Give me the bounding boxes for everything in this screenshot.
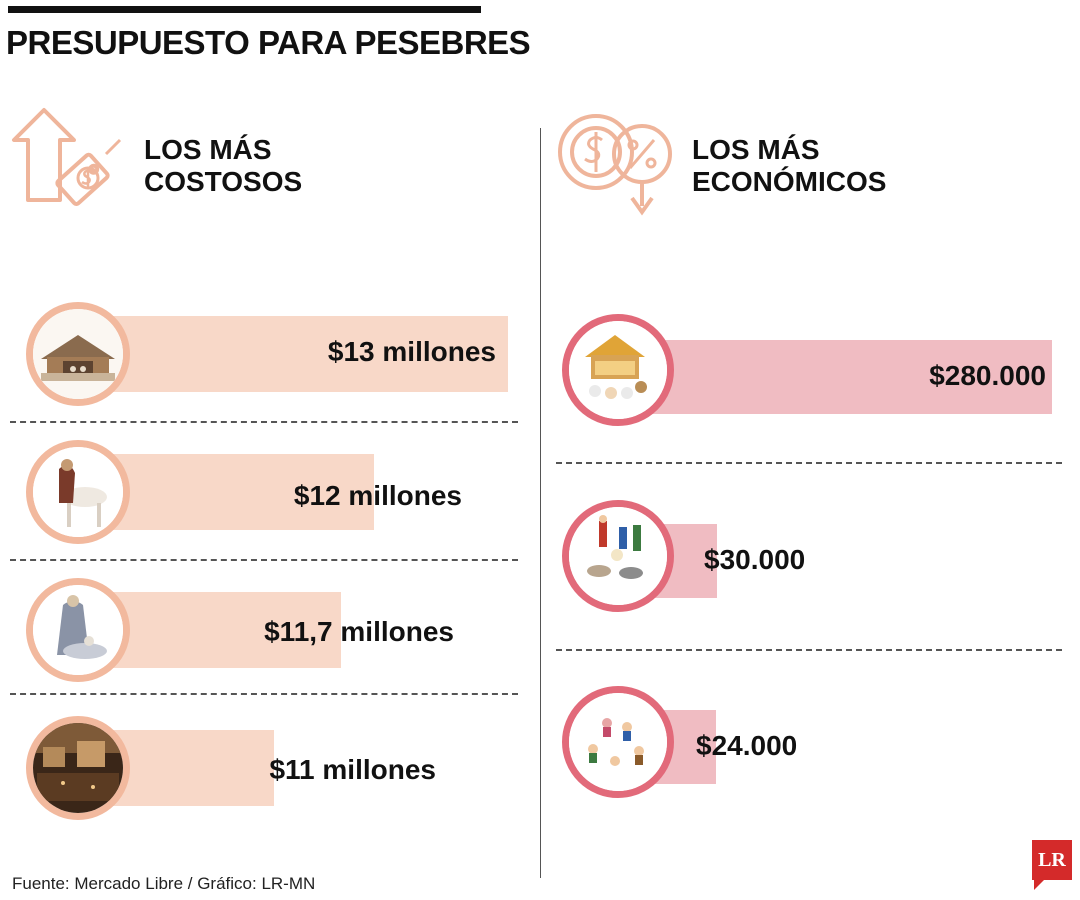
value-label: $12 millones [293, 480, 462, 511]
value-label: $30.000 [704, 544, 806, 575]
costly-heading: LOS MÁS COSTOSOS [144, 134, 303, 197]
nativity-scene-image [26, 440, 130, 544]
bar [620, 340, 1052, 414]
value-label: $280.000 [929, 360, 1046, 391]
row-separator [556, 649, 1062, 651]
lr-logo: LR [1032, 840, 1072, 880]
lr-logo-tail [1034, 880, 1044, 890]
price-down-icon [558, 114, 672, 216]
value-label: $24.000 [696, 730, 798, 761]
price-up-icon [12, 108, 122, 206]
nativity-scene-image [26, 302, 130, 406]
page-title: PRESUPUESTO PARA PESEBRES [6, 24, 531, 61]
value-label: $11,7 millones [264, 616, 454, 647]
row-separator [10, 693, 518, 695]
row-separator [10, 559, 518, 561]
nativity-scene-image [26, 716, 130, 820]
nativity-scene-image [26, 578, 130, 682]
cheap-heading: LOS MÁS ECONÓMICOS [692, 134, 887, 197]
bar [72, 316, 508, 392]
column-divider [540, 128, 541, 878]
nativity-scene-image [562, 500, 674, 612]
nativity-scene-image [562, 686, 674, 798]
value-label: $11 millones [269, 754, 436, 785]
nativity-scene-image [562, 314, 674, 426]
value-label: $13 millones [327, 336, 496, 367]
row-separator [10, 421, 518, 423]
source-note: Fuente: Mercado Libre / Gráfico: LR-MN [12, 874, 316, 893]
top-rule [8, 6, 481, 13]
row-separator [556, 462, 1062, 464]
